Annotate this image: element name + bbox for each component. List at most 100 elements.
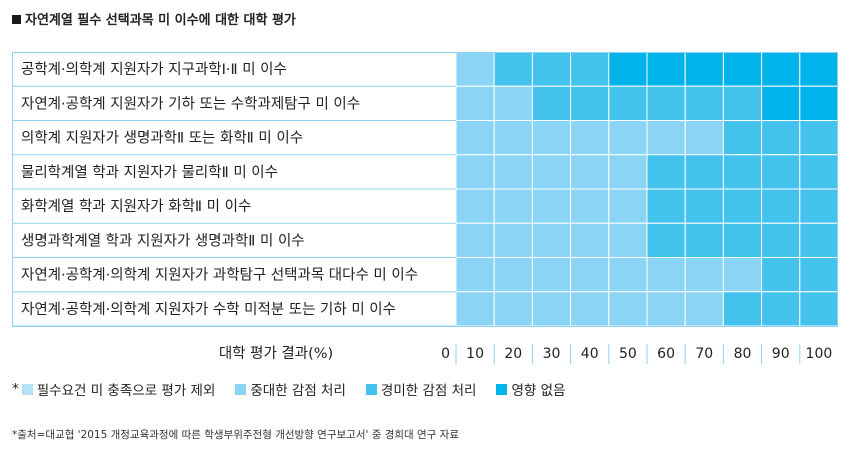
heatmap-cell	[608, 154, 648, 190]
heatmap-cell	[684, 291, 724, 327]
heatmap-cell	[799, 222, 839, 258]
heatmap-cell	[455, 257, 495, 293]
legend-label: 필수요건 미 충족으로 평가 제외	[36, 383, 216, 399]
heatmap-cell	[531, 51, 572, 87]
heatmap-cell	[608, 120, 648, 156]
heatmap-cell	[799, 51, 839, 87]
heatmap-cell	[684, 154, 724, 190]
heatmap-cell	[722, 222, 763, 258]
row-label: 생명과학계열 학과 지원자가 생명과학Ⅱ 미 이수	[21, 232, 305, 249]
heatmap-cell	[722, 154, 763, 190]
heatmap-cell	[455, 188, 495, 224]
legend-label: 영향 없음	[511, 383, 566, 399]
row-label: 화학계열 학과 지원자가 화학Ⅱ 미 이수	[21, 198, 251, 215]
heatmap-cell	[531, 85, 572, 121]
row-label: 자연계·공학계·의학계 지원자가 과학탐구 선택과목 대다수 미 이수	[21, 267, 418, 284]
heatmap-cell	[761, 51, 801, 87]
row-label: 의학계 지원자가 생명과학Ⅱ 또는 화학Ⅱ 미 이수	[21, 130, 303, 147]
heatmap-cell	[761, 154, 801, 190]
table-border	[12, 52, 838, 327]
heatmap-cell	[608, 222, 648, 258]
heatmap-cell	[684, 222, 724, 258]
legend-item: 경미한 감점 처리	[365, 379, 476, 399]
legend-swatch	[21, 383, 33, 395]
heatmap-cell	[799, 257, 839, 293]
heatmap-cell	[570, 85, 610, 121]
heatmap-cell	[684, 120, 724, 156]
heatmap-cell	[455, 291, 495, 327]
heatmap-cell	[531, 120, 572, 156]
heatmap-cell	[799, 85, 839, 121]
legend-item: 영향 없음	[496, 379, 565, 399]
heatmap-cell	[455, 85, 495, 121]
heatmap-cell	[493, 188, 533, 224]
heatmap-cell	[570, 291, 610, 327]
row-label: 자연계·공학계·의학계 지원자가 수학 미적분 또는 기하 미 이수	[21, 301, 396, 318]
heatmap-cell	[493, 154, 533, 190]
x-tick-label: 0	[441, 346, 450, 362]
x-tick-label: 60	[657, 346, 675, 362]
x-tick-label: 30	[543, 346, 561, 362]
legend-swatch	[235, 383, 247, 395]
row-label: 자연계·공학계 지원자가 기하 또는 수학과제탐구 미 이수	[21, 95, 360, 112]
heatmap-cell	[761, 222, 801, 258]
row-label: 공학계·의학계 지원자가 지구과학Ⅰ·Ⅱ 미 이수	[21, 61, 287, 78]
heatmap-cell	[493, 291, 533, 327]
x-tick-label: 20	[504, 346, 522, 362]
legend-item: 중대한 감점 처리	[235, 379, 346, 399]
heatmap-cell	[799, 188, 839, 224]
heatmap-cell	[531, 222, 572, 258]
heatmap-cell	[455, 154, 495, 190]
x-tick-label: 80	[734, 346, 752, 362]
heatmap-cell	[684, 188, 724, 224]
heatmap-cell	[570, 257, 610, 293]
heatmap-cell	[646, 120, 686, 156]
legend-swatch	[496, 383, 508, 395]
heatmap-cell	[646, 85, 686, 121]
heatmap-cell	[646, 257, 686, 293]
legend-prefix: *	[12, 381, 19, 397]
x-tick-label: 100	[806, 346, 833, 362]
heatmap-cell	[722, 51, 763, 87]
legend-swatch	[365, 383, 377, 395]
heatmap-cell	[799, 291, 839, 327]
chart-title-text: 자연계열 필수 선택과목 미 이수에 대한 대학 평가	[25, 13, 296, 28]
heatmap-cell	[684, 85, 724, 121]
heatmap-cell	[570, 51, 610, 87]
x-tick-label: 50	[619, 346, 637, 362]
title-square-icon	[12, 15, 21, 24]
heatmap-cell	[761, 85, 801, 121]
heatmap-cell	[761, 188, 801, 224]
heatmap-cell	[646, 154, 686, 190]
heatmap-cell	[722, 85, 763, 121]
x-axis-label: 대학 평가 결과(%)	[219, 345, 333, 362]
x-tick-label: 70	[695, 346, 713, 362]
x-tick-label: 10	[466, 346, 484, 362]
heatmap-cell	[608, 85, 648, 121]
legend: * 필수요건 미 충족으로 평가 제외 중대한 감점 처리 경미한 감점 처리 영향 …	[12, 379, 585, 399]
heatmap-cell	[722, 291, 763, 327]
heatmap-cell	[722, 120, 763, 156]
heatmap-cell	[684, 257, 724, 293]
heatmap-cell	[608, 188, 648, 224]
source-note: *출처=대교협 '2015 개정교육과정에 따른 학생부위주전형 개선방향 연구…	[12, 429, 459, 441]
heatmap-cell	[761, 257, 801, 293]
heatmap-cell	[722, 188, 763, 224]
legend-item: 필수요건 미 충족으로 평가 제외	[21, 379, 216, 399]
x-ticks: 0 10 20 30 40 50 60 70 80 90 100	[441, 344, 832, 364]
heatmap-cell	[761, 120, 801, 156]
heatmap-cell	[646, 222, 686, 258]
heatmap-cell	[455, 51, 495, 87]
heatmap-cell	[646, 291, 686, 327]
heatmap-cell	[608, 291, 648, 327]
heatmap-cell	[684, 51, 724, 87]
x-tick-label: 90	[772, 346, 790, 362]
heatmap-cell	[493, 257, 533, 293]
chart-title: 자연계열 필수 선택과목 미 이수에 대한 대학 평가	[12, 9, 296, 28]
heatmap-cells	[455, 51, 839, 327]
heatmap-cell	[761, 291, 801, 327]
heatmap-cell	[531, 188, 572, 224]
heatmap-cell	[493, 85, 533, 121]
